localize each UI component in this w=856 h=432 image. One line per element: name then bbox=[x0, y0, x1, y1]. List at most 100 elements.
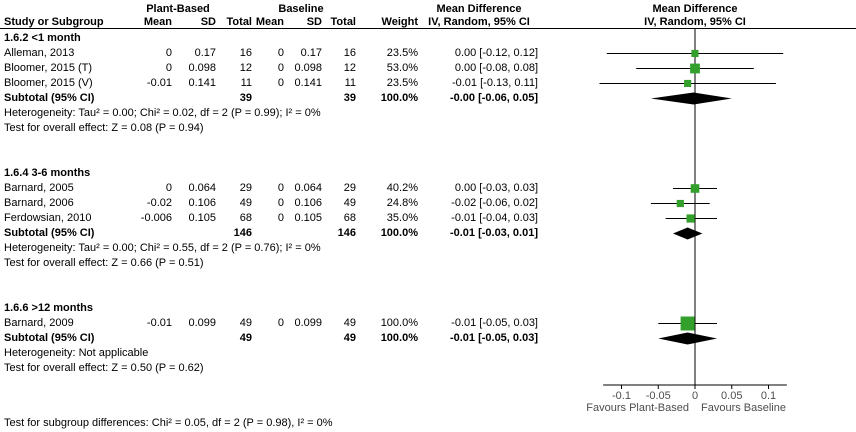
effect-square bbox=[686, 214, 695, 223]
tick-label: 0 bbox=[692, 390, 698, 402]
ci-estimate-text: -0.01 [-0.13, 0.11] bbox=[451, 77, 538, 89]
study-name: Barnard, 2009 bbox=[4, 317, 74, 329]
weight: 23.5% bbox=[386, 47, 418, 59]
total-baseline: 49 bbox=[343, 197, 356, 209]
subtotal-weight: 100.0% bbox=[380, 227, 418, 239]
overall-effect-text: Test for overall effect: Z = 0.66 (P = 0… bbox=[4, 257, 204, 269]
subtotal-weight: 100.0% bbox=[380, 92, 418, 104]
sd-baseline: 0.106 bbox=[294, 197, 322, 209]
mean-baseline: 0 bbox=[277, 197, 284, 209]
column-header-sd-baseline: SD bbox=[306, 16, 322, 28]
heterogeneity-text: Heterogeneity: Tau² = 0.00; Chi² = 0.02,… bbox=[4, 107, 321, 119]
table-row: Test for overall effect: Z = 0.66 (P = 0… bbox=[0, 256, 856, 271]
effect-square bbox=[690, 63, 700, 74]
weight: 24.8% bbox=[386, 197, 418, 209]
total-plant: 11 bbox=[240, 77, 252, 89]
sd-plant: 0.105 bbox=[188, 212, 216, 224]
subtotal-ci-text: -0.01 [-0.05, 0.03] bbox=[449, 332, 538, 344]
mean-plant: -0.02 bbox=[146, 197, 172, 209]
table-row: Test for overall effect: Z = 0.50 (P = 0… bbox=[0, 361, 856, 376]
mean-plant: -0.01 bbox=[146, 317, 172, 329]
sd-baseline: 0.17 bbox=[300, 47, 322, 59]
sd-plant: 0.141 bbox=[188, 77, 216, 89]
total-plant: 29 bbox=[239, 182, 252, 194]
subtotal-diamond bbox=[658, 332, 717, 345]
ci-estimate-text: 0.00 [-0.08, 0.08] bbox=[454, 62, 538, 74]
tick-label: 0.1 bbox=[761, 390, 776, 402]
sd-baseline: 0.099 bbox=[294, 317, 322, 329]
table-row: Heterogeneity: Not applicable bbox=[0, 346, 856, 361]
mean-plant: -0.01 bbox=[146, 77, 172, 89]
sd-plant: 0.106 bbox=[188, 197, 216, 209]
total-plant: 49 bbox=[239, 197, 252, 209]
sd-baseline: 0.098 bbox=[294, 62, 322, 74]
total-baseline: 29 bbox=[343, 182, 356, 194]
weight: 53.0% bbox=[386, 62, 418, 74]
subtotal-total-plant: 146 bbox=[233, 227, 252, 239]
subtotal-total-plant: 39 bbox=[239, 92, 252, 104]
subtotal-ci-text: -0.00 [-0.06, 0.05] bbox=[449, 92, 538, 104]
table-row: 1.6.2 <1 month bbox=[0, 31, 856, 46]
weight: 23.5% bbox=[386, 77, 418, 89]
table-row: Test for overall effect: Z = 0.08 (P = 0… bbox=[0, 121, 856, 136]
total-plant: 49 bbox=[239, 317, 252, 329]
column-header-study: Study or Subgroup bbox=[4, 16, 104, 28]
weight: 35.0% bbox=[386, 212, 418, 224]
effect-square bbox=[690, 184, 700, 193]
sd-baseline: 0.141 bbox=[294, 77, 322, 89]
subtotal-total-plant: 49 bbox=[239, 332, 252, 344]
subtotal-total-baseline: 39 bbox=[343, 92, 356, 104]
subtotal-diamond bbox=[650, 92, 732, 105]
study-name: Alleman, 2013 bbox=[4, 47, 75, 59]
study-name: Bloomer, 2015 (T) bbox=[4, 62, 93, 74]
sd-plant: 0.099 bbox=[188, 317, 216, 329]
favours-left-label: Favours Plant-Based bbox=[586, 402, 689, 414]
column-header-mean-difference-plot: Mean Difference bbox=[652, 3, 738, 15]
table-row: Bloomer, 2015 (V) -0.01 0.141 11 0 0.141 11 23.… bbox=[0, 76, 856, 91]
subtotal-label: Subtotal (95% CI) bbox=[4, 227, 95, 239]
total-plant: 68 bbox=[239, 212, 252, 224]
table-row: Ferdowsian, 2010 -0.006 0.105 68 0 0.105 68 35.… bbox=[0, 211, 856, 226]
table-row: Subtotal (95% CI) 49 49 100.0% -0.01 [-0.05,… bbox=[0, 331, 856, 346]
table-row: Barnard, 2005 0 0.064 29 0 0.064 29 40.2% 0.00 [… bbox=[0, 181, 856, 196]
subtotal-total-baseline: 49 bbox=[343, 332, 356, 344]
mean-baseline: 0 bbox=[277, 62, 284, 74]
effect-square bbox=[676, 199, 684, 208]
subtotal-weight: 100.0% bbox=[380, 332, 418, 344]
table-row: 1.6.6 >12 months bbox=[0, 301, 856, 316]
table-row: 1.6.4 3-6 months bbox=[0, 166, 856, 181]
total-plant: 12 bbox=[239, 62, 252, 74]
subgroup-title: 1.6.2 <1 month bbox=[4, 32, 81, 44]
total-baseline: 49 bbox=[343, 317, 356, 329]
column-header-mean-baseline: Mean bbox=[255, 16, 284, 28]
ci-estimate-text: -0.01 [-0.05, 0.03] bbox=[451, 317, 538, 329]
table-row: Barnard, 2006 -0.02 0.106 49 0 0.106 49 24.8% -0… bbox=[0, 196, 856, 211]
mean-baseline: 0 bbox=[277, 77, 284, 89]
study-name: Bloomer, 2015 (V) bbox=[4, 77, 93, 89]
column-header-total-baseline: Total bbox=[330, 16, 356, 28]
sd-baseline: 0.064 bbox=[294, 182, 322, 194]
column-header-weight: Weight bbox=[381, 16, 418, 28]
table-row: Subtotal (95% CI) 39 39 100.0% -0.00 [-0.06,… bbox=[0, 91, 856, 106]
ci-estimate-text: -0.02 [-0.06, 0.02] bbox=[451, 197, 538, 209]
table-row: Heterogeneity: Tau² = 0.00; Chi² = 0.02,… bbox=[0, 106, 856, 121]
weight: 40.2% bbox=[386, 182, 418, 194]
subgroup-title: 1.6.4 3-6 months bbox=[4, 167, 91, 179]
study-name: Barnard, 2005 bbox=[4, 182, 74, 194]
favours-right-label: Favours Baseline bbox=[701, 402, 786, 414]
column-header-ci-plot: IV, Random, 95% CI bbox=[644, 16, 746, 28]
total-baseline: 16 bbox=[343, 47, 356, 59]
subtotal-diamond bbox=[673, 227, 703, 240]
mean-plant: 0 bbox=[165, 62, 172, 74]
ci-estimate-text: -0.01 [-0.04, 0.03] bbox=[451, 212, 538, 224]
total-baseline: 11 bbox=[344, 77, 356, 89]
total-baseline: 12 bbox=[343, 62, 356, 74]
mean-plant: -0.006 bbox=[140, 212, 172, 224]
tick-label: -0.05 bbox=[646, 390, 671, 402]
mean-plant: 0 bbox=[165, 182, 172, 194]
effect-square bbox=[691, 49, 699, 57]
tick-label: -0.1 bbox=[612, 390, 631, 402]
effect-square bbox=[684, 79, 692, 87]
